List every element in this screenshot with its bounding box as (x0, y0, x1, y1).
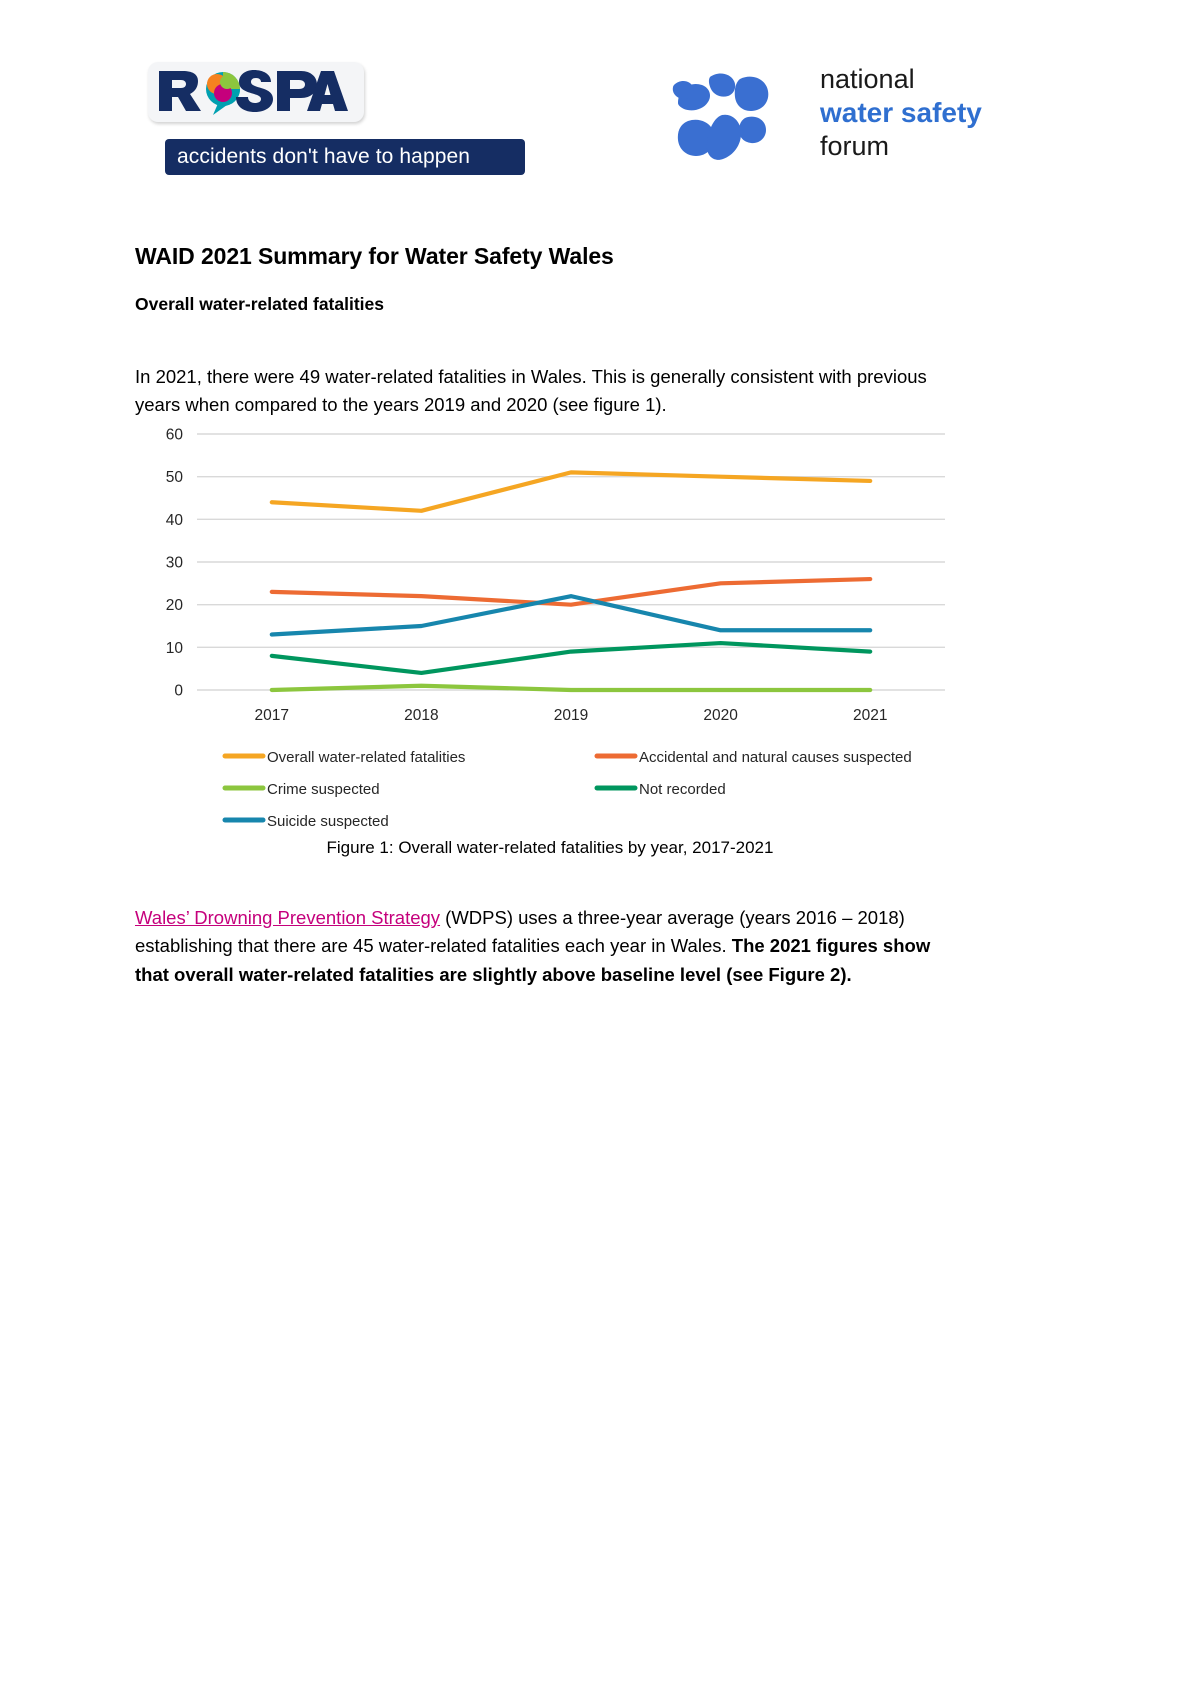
x-axis-tick-label: 2020 (703, 707, 738, 724)
legend-item: Suicide suspected (222, 813, 389, 830)
wdps-text-bold: The 2021 figures show that overall water… (135, 935, 931, 985)
chart-series-line (269, 470, 873, 513)
x-axis-tick-label: 2019 (554, 707, 588, 724)
x-axis-tick-label: 2017 (255, 707, 289, 724)
chart-series-line (269, 576, 873, 607)
nwsf-line-2: water safety (819, 97, 982, 128)
legend-label: Crime suspected (267, 781, 380, 798)
figure-1-chart: 0 10 20 30 40 50 60 2017 2018 2019 2020 2021 Overall… (135, 420, 965, 830)
legend-item: Crime suspected (222, 781, 380, 798)
rospa-tagline-banner: accidents don't have to happen (165, 139, 525, 175)
legend-label: Not recorded (639, 781, 726, 798)
chart-series-line (269, 640, 873, 676)
legend-label: Overall water-related fatalities (267, 749, 465, 766)
wdps-text-plain: (WDPS) uses a three-year average (years … (135, 906, 905, 957)
y-axis-tick-label: 0 (174, 683, 183, 700)
rospa-wordmark (148, 62, 364, 122)
nwsf-logo-svg: national water safety forum (672, 64, 982, 161)
y-axis-tick-label: 30 (166, 555, 184, 572)
rospa-tagline-text: accidents don't have to happen (177, 145, 471, 168)
header-logo-band: accidents don't have to happen national … (0, 0, 1191, 200)
y-axis-tick-label: 50 (166, 469, 184, 486)
x-axis-tick-label: 2021 (853, 707, 887, 724)
section-subtitle: Overall water-related fatalities (135, 293, 384, 314)
legend-label: Suicide suspected (267, 813, 389, 830)
rospa-logo (148, 62, 364, 122)
nwsf-line-3: forum (820, 131, 889, 161)
legend-label: Accidental and natural causes suspected (639, 749, 912, 766)
wdps-link[interactable]: Wales’ Drowning Prevention Strategy (135, 906, 441, 928)
chart-series-line (269, 594, 873, 637)
page-title: WAID 2021 Summary for Water Safety Wales (135, 243, 614, 270)
nwsf-line-1: national (820, 64, 915, 94)
y-axis-tick-label: 60 (166, 427, 184, 444)
y-axis-tick-label: 10 (166, 640, 184, 657)
y-axis-tick-label: 40 (166, 512, 184, 529)
y-axis-tick-label: 20 (166, 597, 184, 614)
legend-item: Accidental and natural causes suspected (594, 749, 912, 766)
wdps-paragraph: Wales’ Drowning Prevention Strategy (WDP… (135, 904, 947, 990)
intro-paragraph: In 2021, there were 49 water-related fat… (135, 365, 927, 415)
line-chart-svg: 0 10 20 30 40 50 60 2017 2018 2019 2020 2021 Overall… (166, 427, 945, 830)
x-axis-tick-label: 2018 (404, 707, 438, 724)
national-water-safety-forum-logo: national water safety forum (648, 55, 988, 175)
legend-item: Overall water-related fatalities (222, 749, 465, 766)
figure-caption: Figure 1: Overall water-related fataliti… (326, 838, 774, 857)
chart-series-line (269, 683, 873, 693)
legend-item: Not recorded (594, 781, 726, 798)
rospa-logo-svg (159, 70, 348, 115)
water-droplet-mark (672, 73, 769, 160)
